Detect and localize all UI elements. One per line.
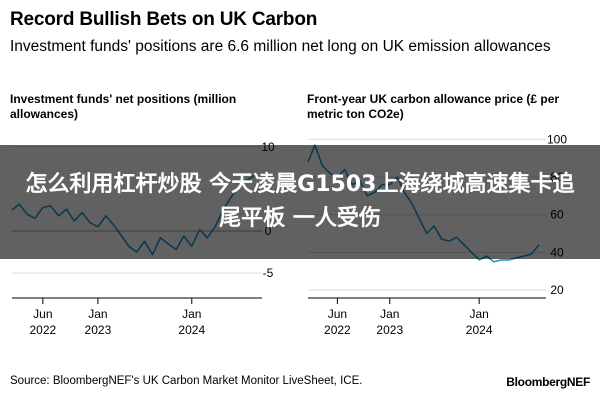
left-x-tick-label: Jun	[33, 307, 52, 321]
left-y-tick-label: -5	[263, 266, 274, 280]
right-panel-title: Front-year UK carbon allowance price (£ …	[307, 92, 560, 121]
left-panel-title: Investment funds' net positions (million…	[10, 92, 237, 121]
left-x-tick-label: Jan	[182, 307, 201, 321]
chart-subtitle: Investment funds' positions are 6.6 mill…	[10, 38, 551, 55]
left-x-tick-label: Jan	[88, 307, 107, 321]
chart-title: Record Bullish Bets on UK Carbon	[10, 9, 318, 30]
left-x-tick-year: 2022	[30, 323, 57, 337]
brand-logo: BloombergNEF	[506, 375, 590, 389]
overlay-banner: 怎么利用杠杆炒股 今天凌晨G1503上海绕城高速集卡追尾平板 一人受伤	[0, 145, 600, 259]
right-x-tick-label: Jun	[328, 307, 347, 321]
source-note: Source: BloombergNEF's UK Carbon Market …	[10, 375, 363, 387]
left-x-tick-year: 2023	[85, 323, 112, 337]
right-x-tick-label: Jan	[380, 307, 399, 321]
right-x-tick-year: 2022	[324, 323, 351, 337]
overlay-banner-text: 怎么利用杠杆炒股 今天凌晨G1503上海绕城高速集卡追尾平板 一人受伤	[25, 172, 575, 231]
right-x-tick-year: 2023	[376, 323, 403, 337]
right-y-tick-label: 20	[550, 283, 564, 297]
right-x-tick-label: Jan	[469, 307, 488, 321]
left-x-tick-year: 2024	[178, 323, 205, 337]
right-x-tick-year: 2024	[466, 323, 493, 337]
right-y-tick-label: 100	[547, 132, 567, 146]
